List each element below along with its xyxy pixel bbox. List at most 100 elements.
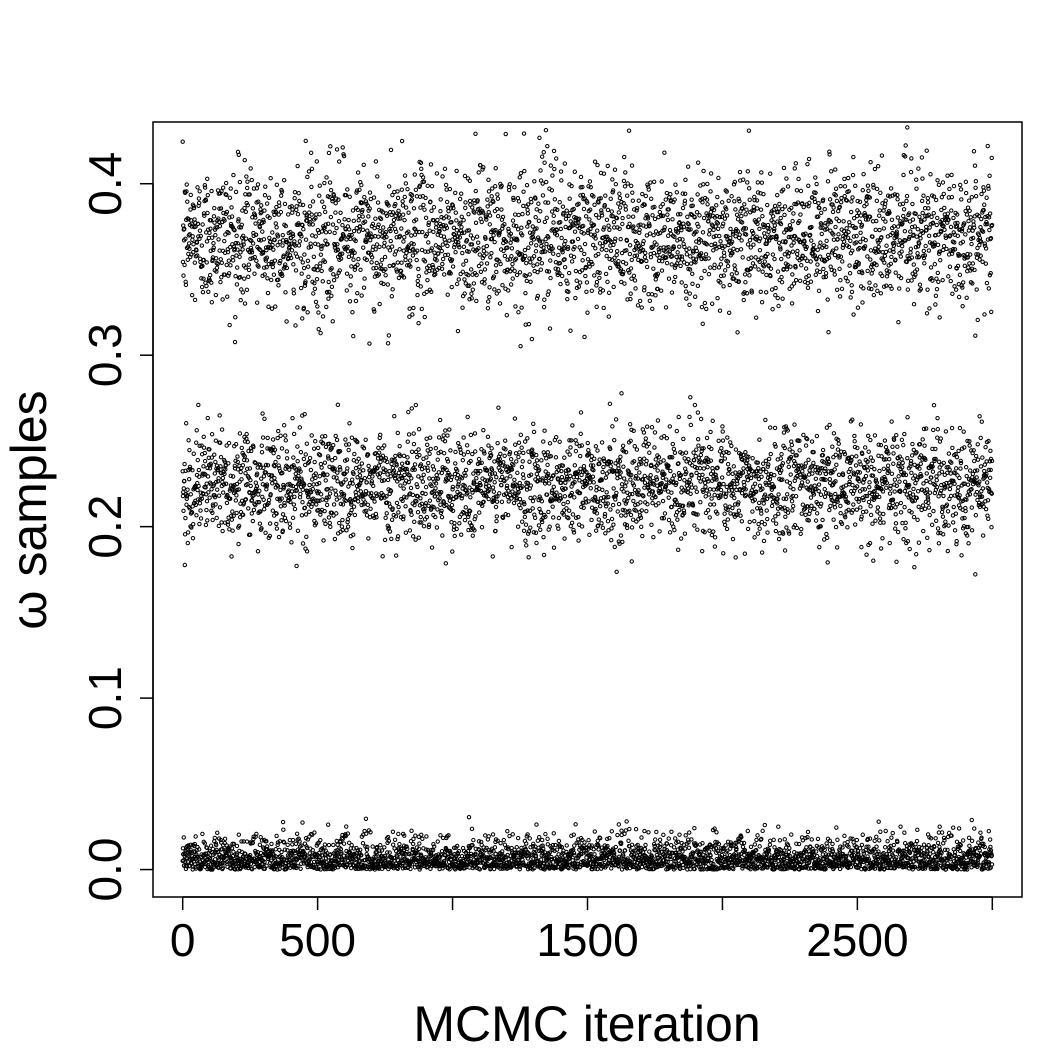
data-point <box>596 517 602 522</box>
data-point <box>661 227 667 233</box>
data-point <box>671 245 677 250</box>
data-point <box>917 282 923 287</box>
data-point <box>530 498 536 504</box>
data-point <box>394 500 400 506</box>
data-point <box>747 238 753 243</box>
data-point <box>721 273 726 278</box>
data-point <box>571 206 576 212</box>
data-point <box>522 514 528 520</box>
data-point <box>402 194 407 200</box>
data-point <box>936 279 941 284</box>
data-point <box>204 498 210 504</box>
data-point <box>574 278 579 283</box>
data-point <box>511 500 517 506</box>
data-point <box>712 241 718 247</box>
data-point <box>563 238 568 244</box>
data-point <box>611 242 616 248</box>
data-point <box>546 235 551 240</box>
data-point <box>323 230 329 235</box>
data-point <box>510 218 516 223</box>
data-point <box>260 250 266 256</box>
data-point <box>481 253 487 258</box>
data-point <box>507 187 512 193</box>
data-point <box>519 305 524 310</box>
data-point <box>415 292 420 298</box>
data-point <box>213 233 218 238</box>
data-point <box>648 196 654 201</box>
data-point <box>212 471 218 476</box>
data-point <box>478 269 484 274</box>
data-point <box>409 406 415 411</box>
data-point <box>487 295 492 300</box>
data-point <box>660 259 665 264</box>
data-point <box>485 197 490 202</box>
data-point <box>624 248 629 253</box>
data-point <box>749 255 754 260</box>
data-point <box>369 260 374 265</box>
data-point <box>274 526 280 531</box>
data-point <box>302 210 307 215</box>
data-point <box>536 201 541 206</box>
data-point <box>473 220 479 226</box>
data-point <box>396 510 401 515</box>
data-point <box>287 525 293 530</box>
data-point <box>182 226 187 231</box>
data-point <box>606 223 611 228</box>
data-point <box>693 485 698 490</box>
data-point <box>883 219 888 224</box>
data-point <box>337 268 342 273</box>
data-point <box>533 530 539 536</box>
data-point <box>713 224 718 229</box>
data-point <box>237 431 243 436</box>
data-point <box>498 261 503 267</box>
data-point <box>908 246 914 252</box>
data-point <box>434 258 439 263</box>
data-point <box>267 521 273 526</box>
data-point <box>476 263 482 269</box>
data-point <box>573 268 579 274</box>
data-point <box>241 242 246 247</box>
data-point <box>374 260 379 266</box>
data-point <box>928 172 933 177</box>
data-point <box>330 199 335 204</box>
data-point <box>462 517 468 523</box>
data-point <box>370 234 375 239</box>
data-point <box>484 243 490 249</box>
data-point <box>653 277 658 282</box>
data-point <box>371 195 377 200</box>
data-point <box>779 274 784 280</box>
data-point <box>704 306 709 312</box>
data-point <box>502 453 507 459</box>
data-point <box>580 184 585 190</box>
data-point <box>423 215 429 221</box>
data-point <box>248 166 253 171</box>
data-point <box>349 232 354 238</box>
data-point <box>661 458 666 463</box>
data-point <box>219 260 225 266</box>
data-point <box>712 535 718 540</box>
data-point <box>631 498 636 504</box>
data-point <box>534 296 540 301</box>
data-point <box>509 246 515 251</box>
data-point <box>567 196 572 201</box>
data-point <box>431 205 437 210</box>
data-point <box>276 534 282 540</box>
data-point <box>825 297 830 302</box>
data-point <box>516 310 521 315</box>
data-point <box>756 217 762 222</box>
data-point <box>765 202 770 208</box>
data-point <box>873 283 878 288</box>
data-point <box>495 213 501 219</box>
data-point <box>707 232 712 237</box>
data-point <box>543 200 548 205</box>
data-point <box>222 218 227 223</box>
data-point <box>708 265 713 270</box>
data-point <box>905 287 911 292</box>
data-point <box>290 515 296 521</box>
data-point <box>204 507 209 513</box>
data-point <box>513 304 518 309</box>
data-point <box>589 505 595 510</box>
data-point <box>963 179 969 185</box>
data-point <box>606 314 612 319</box>
data-point <box>734 271 739 276</box>
